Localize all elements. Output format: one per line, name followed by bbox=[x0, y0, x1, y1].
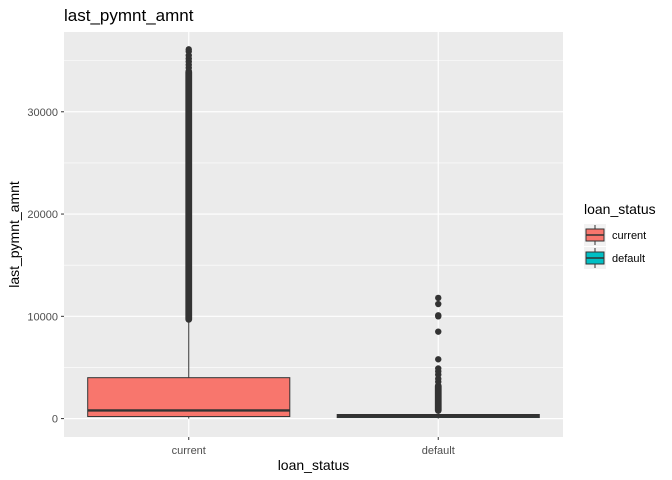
outlier-point bbox=[185, 46, 192, 53]
legend-label-default: default bbox=[612, 253, 645, 265]
outlier-point bbox=[435, 356, 442, 363]
outlier-point bbox=[435, 294, 442, 302]
legend-label-current: current bbox=[612, 230, 646, 242]
x-tick-label: default bbox=[422, 445, 455, 457]
box-current bbox=[87, 46, 291, 419]
boxes bbox=[87, 46, 540, 419]
y-axis: 0 10000 20000 30000 bbox=[27, 107, 64, 426]
x-tick-label: current bbox=[172, 445, 206, 457]
y-tick-label: 10000 bbox=[27, 311, 58, 323]
y-tick-label: 30000 bbox=[27, 107, 58, 119]
x-axis-title: loan_status bbox=[278, 457, 350, 473]
legend-key-default bbox=[584, 247, 606, 269]
plot-panel bbox=[64, 32, 563, 437]
outlier-cluster bbox=[434, 382, 442, 414]
chart-title: last_pymnt_amnt bbox=[64, 6, 194, 25]
y-tick-label: 0 bbox=[52, 414, 58, 426]
outlier-point bbox=[435, 328, 442, 335]
legend-title: loan_status bbox=[584, 201, 656, 217]
outlier-point bbox=[435, 365, 442, 372]
x-axis: current default bbox=[172, 437, 455, 457]
box-default bbox=[336, 294, 540, 419]
y-axis-title: last_pymnt_amnt bbox=[6, 181, 22, 288]
legend-key-current bbox=[584, 224, 606, 246]
minor-gridlines bbox=[64, 60, 563, 368]
legend: loan_status current default bbox=[584, 201, 656, 269]
outlier-point bbox=[435, 300, 442, 308]
outlier-point bbox=[435, 312, 442, 319]
y-tick-label: 20000 bbox=[27, 209, 58, 221]
outlier-cluster bbox=[185, 68, 193, 323]
